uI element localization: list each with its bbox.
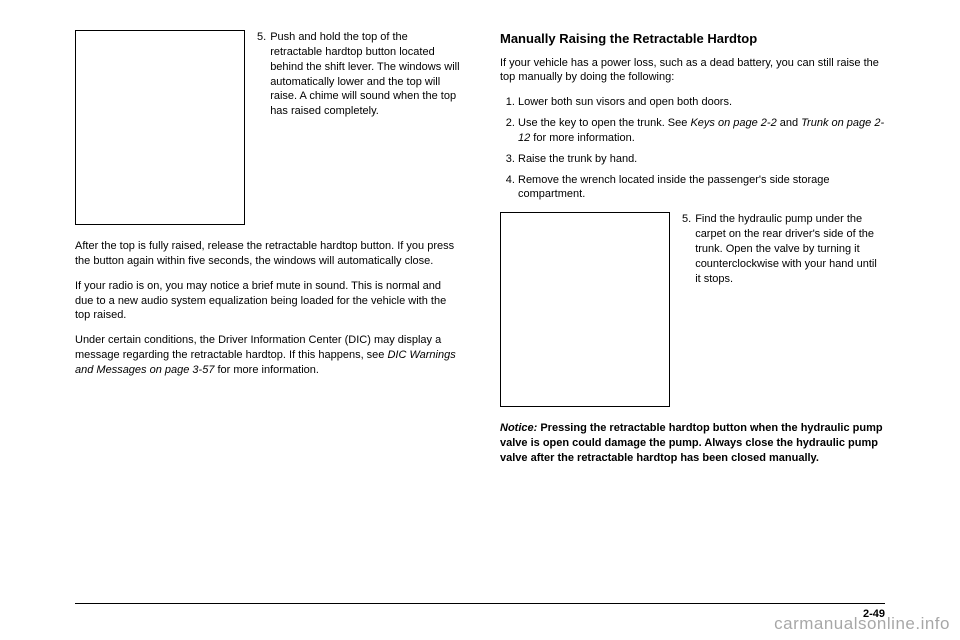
step-text-r: Find the hydraulic pump under the carpet… xyxy=(695,212,885,407)
step-number-r: 5. xyxy=(682,212,691,407)
manual-raise-intro: If your vehicle has a power loss, such a… xyxy=(500,56,885,86)
step5-text-wrap: 5. Push and hold the top of the retracta… xyxy=(257,30,460,225)
step-text: Push and hold the top of the retractable… xyxy=(270,30,460,225)
manual-raise-heading: Manually Raising the Retractable Hardtop xyxy=(500,30,885,48)
footer-rule xyxy=(75,603,885,604)
left-para-1: After the top is fully raised, release t… xyxy=(75,239,460,269)
step-2: Use the key to open the trunk. See Keys … xyxy=(518,116,885,146)
hydraulic-pump-figure xyxy=(500,212,670,407)
watermark: carmanualsonline.info xyxy=(774,614,950,634)
step2-a: Use the key to open the trunk. See xyxy=(518,117,690,129)
step5-block: 5. Push and hold the top of the retracta… xyxy=(75,30,460,225)
step2-e: for more information. xyxy=(530,132,635,144)
keys-ref: Keys on page 2-2 xyxy=(690,117,776,129)
notice-text: Pressing the retractable hardtop button … xyxy=(500,422,883,464)
left-para-2: If your radio is on, you may notice a br… xyxy=(75,279,460,324)
manual-page: 5. Push and hold the top of the retracta… xyxy=(0,0,960,640)
step-number: 5. xyxy=(257,30,266,225)
manual-raise-steps: Lower both sun visors and open both door… xyxy=(500,95,885,202)
right-column: Manually Raising the Retractable Hardtop… xyxy=(500,30,885,603)
page-number: 2-49 xyxy=(75,608,885,620)
step5r-text-wrap: 5. Find the hydraulic pump under the car… xyxy=(682,212,885,407)
left-para-3: Under certain conditions, the Driver Inf… xyxy=(75,333,460,378)
step-4: Remove the wrench located inside the pas… xyxy=(518,173,885,203)
left-p3-c: for more information. xyxy=(214,364,319,376)
hydraulic-pump-block: 5. Find the hydraulic pump under the car… xyxy=(500,212,885,407)
footer-block: 2-49 xyxy=(75,603,885,620)
step-1: Lower both sun visors and open both door… xyxy=(518,95,885,110)
hardtop-button-figure xyxy=(75,30,245,225)
left-column: 5. Push and hold the top of the retracta… xyxy=(75,30,460,603)
notice-para: Notice: Pressing the retractable hardtop… xyxy=(500,421,885,466)
step2-c: and xyxy=(777,117,801,129)
step-3: Raise the trunk by hand. xyxy=(518,152,885,167)
notice-label: Notice: xyxy=(500,422,537,434)
two-column-layout: 5. Push and hold the top of the retracta… xyxy=(75,30,885,603)
